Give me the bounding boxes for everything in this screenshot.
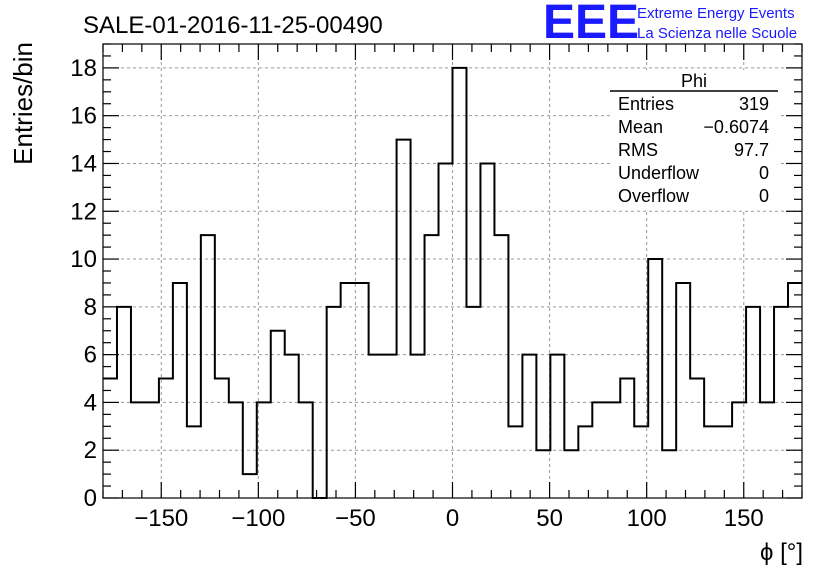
stats-row-value: −0.6074 bbox=[703, 117, 769, 137]
y-tick-label: 16 bbox=[70, 103, 97, 130]
y-axis-label: Entries/bin bbox=[8, 42, 38, 165]
histogram-bin bbox=[648, 259, 662, 498]
y-tick-label: 12 bbox=[70, 198, 97, 225]
y-tick-label: 4 bbox=[84, 389, 97, 416]
stats-row-label: Mean bbox=[618, 117, 663, 137]
x-tick-label: −100 bbox=[231, 505, 285, 532]
x-axis-label: ϕ [°] bbox=[760, 539, 803, 566]
histogram-outline bbox=[103, 66, 802, 499]
histogram-bin bbox=[159, 379, 173, 498]
histogram-bin bbox=[243, 474, 257, 498]
stats-row-value: 97.7 bbox=[734, 140, 769, 160]
histogram-bin bbox=[718, 426, 732, 498]
histogram-bin bbox=[564, 450, 578, 498]
histogram-bin bbox=[425, 235, 439, 498]
histogram-bin bbox=[285, 355, 299, 498]
x-tick-label: −50 bbox=[335, 505, 376, 532]
x-tick-label: 100 bbox=[627, 505, 667, 532]
y-tick-label: 18 bbox=[70, 55, 97, 82]
y-tick-label: 10 bbox=[70, 246, 97, 273]
stats-row-value: 319 bbox=[739, 94, 769, 114]
histogram-bin bbox=[117, 307, 131, 498]
histogram-bin bbox=[131, 402, 145, 498]
stats-row-value: 0 bbox=[759, 163, 769, 183]
histogram-bin bbox=[397, 140, 411, 498]
run-title: SALE-01-2016-11-25-00490 bbox=[83, 12, 383, 39]
y-tick-label: 6 bbox=[84, 342, 97, 369]
y-tick-label: 0 bbox=[84, 485, 97, 512]
histogram-bin bbox=[620, 379, 634, 498]
histogram-bin bbox=[187, 426, 201, 498]
histogram-bin bbox=[536, 450, 550, 498]
stats-rows: Entries 319 Mean −0.6074 RMS 97.7 Underflow 0 Ov… bbox=[618, 94, 769, 206]
histogram-bin bbox=[215, 379, 229, 498]
x-tick-label: 0 bbox=[446, 505, 459, 532]
stats-box-bg bbox=[610, 70, 778, 210]
histogram-bin bbox=[369, 355, 383, 498]
y-tick-label: 14 bbox=[70, 150, 97, 177]
stats-row-label: Entries bbox=[618, 94, 674, 114]
histogram-bin bbox=[522, 355, 536, 498]
histogram-bin bbox=[774, 307, 788, 498]
histogram-bin bbox=[578, 426, 592, 498]
stats-row-label: Underflow bbox=[618, 163, 700, 183]
histogram-bin bbox=[173, 283, 187, 498]
x-tick-labels: −150 −100 −50 0 50 100 150 bbox=[134, 505, 764, 532]
histogram-bin bbox=[145, 402, 159, 498]
histogram-bin bbox=[411, 355, 425, 498]
histogram-bin bbox=[494, 235, 508, 498]
eee-logo: EEE Extreme Energy Events La Scienza nel… bbox=[543, 0, 797, 49]
histogram-bin bbox=[592, 402, 606, 498]
x-tick-label: 150 bbox=[724, 505, 764, 532]
y-tick-label: 8 bbox=[84, 294, 97, 321]
stats-box: Phi Entries 319 Mean −0.6074 RMS 97.7 Underflo… bbox=[610, 70, 778, 210]
eee-logo-text: EEE bbox=[543, 0, 639, 49]
histogram-bin bbox=[746, 307, 760, 498]
logo-line-2: La Scienza nelle Scuole bbox=[637, 25, 797, 42]
y-tick-labels: 0 2 4 6 8 10 12 14 16 18 bbox=[70, 55, 97, 512]
histogram-bin bbox=[439, 163, 453, 498]
stats-title: Phi bbox=[681, 71, 707, 91]
stats-row-label: Overflow bbox=[618, 186, 690, 206]
y-tick-label: 2 bbox=[84, 437, 97, 464]
histogram-bin bbox=[299, 402, 313, 498]
histogram-bin bbox=[201, 235, 215, 498]
histogram-bin bbox=[550, 355, 564, 498]
histogram-bin bbox=[271, 331, 285, 498]
histogram-bin bbox=[480, 163, 494, 498]
histogram-bin bbox=[508, 426, 522, 498]
x-tick-label: −150 bbox=[134, 505, 188, 532]
histogram-bin bbox=[704, 426, 718, 498]
histogram-bin bbox=[606, 402, 620, 498]
histogram-bin bbox=[229, 402, 243, 498]
histogram-bin bbox=[327, 307, 341, 498]
histogram-bin bbox=[383, 355, 397, 498]
histogram-bin bbox=[453, 68, 467, 498]
stats-row-label: RMS bbox=[618, 140, 658, 160]
histogram-bin bbox=[355, 283, 369, 498]
histogram-bin bbox=[760, 402, 774, 498]
axis-ticks bbox=[102, 43, 803, 499]
x-tick-label: 50 bbox=[536, 505, 563, 532]
stats-row-value: 0 bbox=[759, 186, 769, 206]
histogram-bin bbox=[676, 283, 690, 498]
histogram-bin bbox=[466, 307, 480, 498]
histogram-bin bbox=[341, 283, 355, 498]
logo-line-1: Extreme Energy Events bbox=[637, 5, 795, 22]
histogram-bin bbox=[690, 379, 704, 498]
histogram-bin bbox=[662, 450, 676, 498]
